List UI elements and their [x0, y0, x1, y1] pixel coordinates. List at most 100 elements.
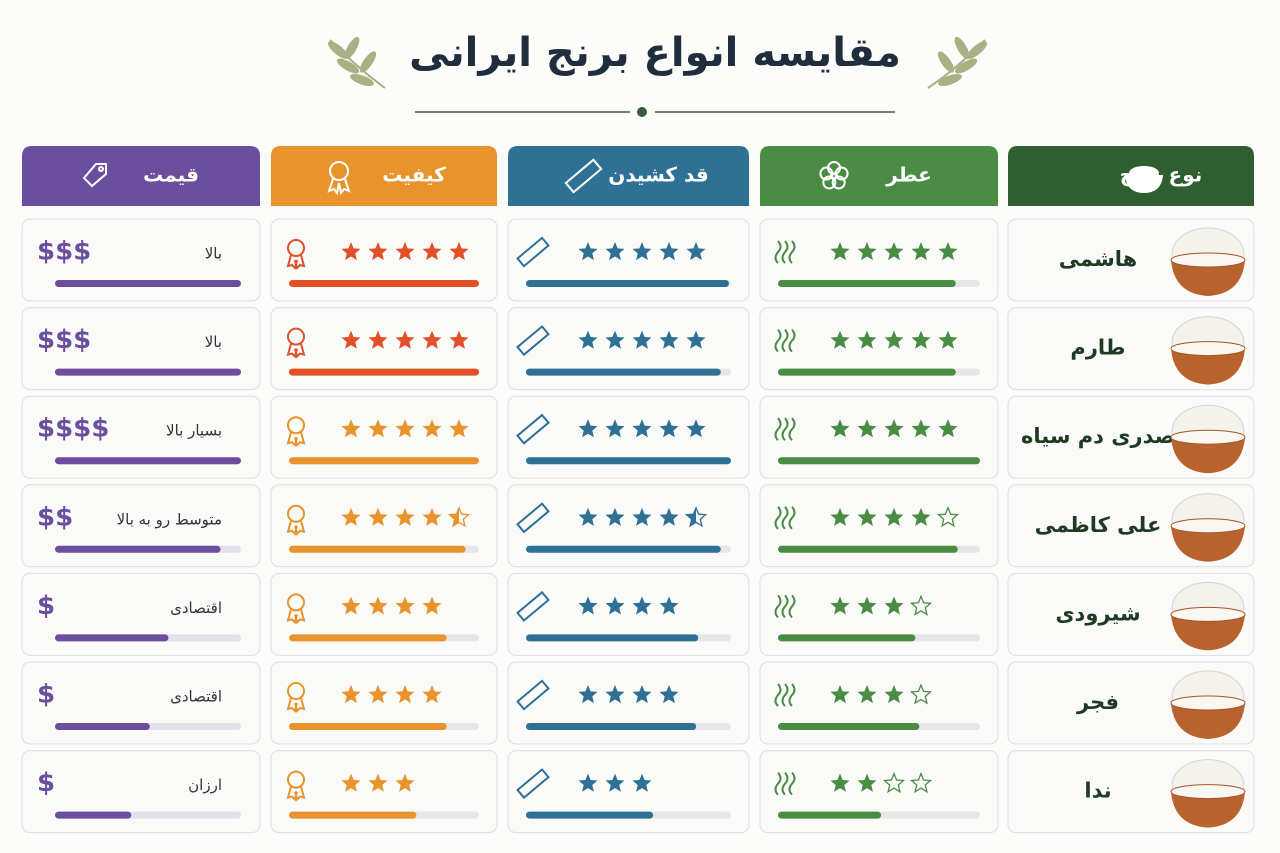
star-rating	[830, 506, 960, 528]
star-rating	[341, 330, 469, 349]
cell-icon	[774, 594, 796, 619]
star-full	[830, 419, 850, 438]
star-full	[368, 685, 388, 704]
star-full	[632, 685, 652, 704]
star-full	[422, 330, 442, 349]
icon	[286, 343, 306, 359]
bar-fill	[55, 545, 221, 553]
icon	[286, 697, 306, 713]
bar-fill	[289, 368, 479, 376]
star-full	[578, 419, 598, 438]
price-symbol: $	[37, 591, 55, 621]
icon	[287, 239, 305, 257]
column-header	[760, 146, 998, 206]
column-header	[271, 146, 497, 206]
header-icon	[1124, 166, 1164, 194]
icon	[788, 417, 796, 441]
star-rating	[578, 596, 679, 615]
star-full	[632, 596, 652, 615]
price-symbol: $	[37, 768, 55, 798]
star-full	[395, 242, 415, 261]
icon	[516, 413, 550, 445]
cell	[21, 661, 261, 745]
star-full	[632, 242, 652, 261]
bowl	[1171, 437, 1245, 474]
cell	[270, 750, 498, 834]
star-full	[368, 330, 388, 349]
bowl-rim	[1170, 341, 1246, 357]
star-rating	[341, 773, 415, 792]
star-full	[341, 419, 361, 438]
star-empty	[909, 771, 933, 794]
cell	[507, 218, 750, 302]
price-symbol: $$$	[37, 237, 91, 267]
icon	[1124, 175, 1164, 194]
star-full	[830, 242, 850, 261]
star-full	[449, 330, 469, 349]
star-rating	[578, 685, 679, 704]
star-full	[632, 507, 652, 526]
star-full	[368, 596, 388, 615]
star-full	[659, 596, 679, 615]
star-full	[830, 596, 850, 615]
icon	[788, 506, 796, 530]
icon	[82, 163, 107, 188]
star-full	[422, 507, 442, 526]
cell	[759, 395, 999, 479]
icon	[98, 166, 104, 172]
star-rating	[830, 242, 958, 261]
bar-fill	[55, 368, 241, 376]
star-rating	[578, 419, 706, 438]
bar-fill	[289, 634, 447, 642]
bowl-rim	[1170, 606, 1246, 622]
bowl	[1171, 791, 1245, 828]
cell-icon	[516, 325, 550, 357]
price-label: ارزان	[188, 776, 222, 794]
star-full	[911, 242, 931, 261]
bar-fill	[526, 457, 731, 465]
rice-bowl	[1170, 670, 1246, 739]
icon	[287, 327, 305, 346]
price-label: اقتصادی	[170, 688, 222, 706]
icon	[788, 771, 796, 796]
bowl	[1171, 260, 1245, 296]
icon	[287, 682, 305, 700]
divider-dot	[637, 107, 647, 117]
bowl	[1171, 525, 1245, 562]
column-header	[22, 146, 260, 206]
bar-fill	[526, 811, 654, 819]
icon	[774, 771, 782, 796]
cell-icon	[516, 502, 550, 534]
bowl	[1171, 614, 1245, 651]
header-icon	[819, 161, 849, 190]
cell-icon	[516, 768, 550, 800]
star-full	[830, 773, 850, 792]
cell-icon	[286, 682, 306, 713]
icon	[774, 506, 782, 530]
rice-name: هاشمی	[1059, 247, 1137, 271]
header-icon	[564, 158, 603, 194]
star-full	[341, 330, 361, 349]
star-full	[911, 419, 931, 438]
star-full	[341, 507, 361, 526]
icon	[774, 328, 782, 353]
star-full	[341, 685, 361, 704]
header-label: کیفیت	[382, 163, 446, 187]
rice-bowl	[1170, 581, 1246, 651]
cell-icon	[516, 236, 550, 268]
bowl-rim	[1170, 784, 1246, 800]
bar-fill	[289, 545, 466, 553]
star-full	[605, 330, 625, 349]
icon	[774, 594, 782, 619]
star-rating	[830, 594, 933, 616]
star-rating	[830, 419, 958, 438]
star-full	[911, 507, 931, 526]
star-rating	[578, 506, 708, 528]
cell-icon	[516, 413, 550, 445]
star-full	[578, 685, 598, 704]
star-rating	[341, 506, 471, 528]
cell	[507, 395, 750, 479]
rice-bowl	[1170, 316, 1246, 385]
bar-fill	[55, 457, 241, 465]
